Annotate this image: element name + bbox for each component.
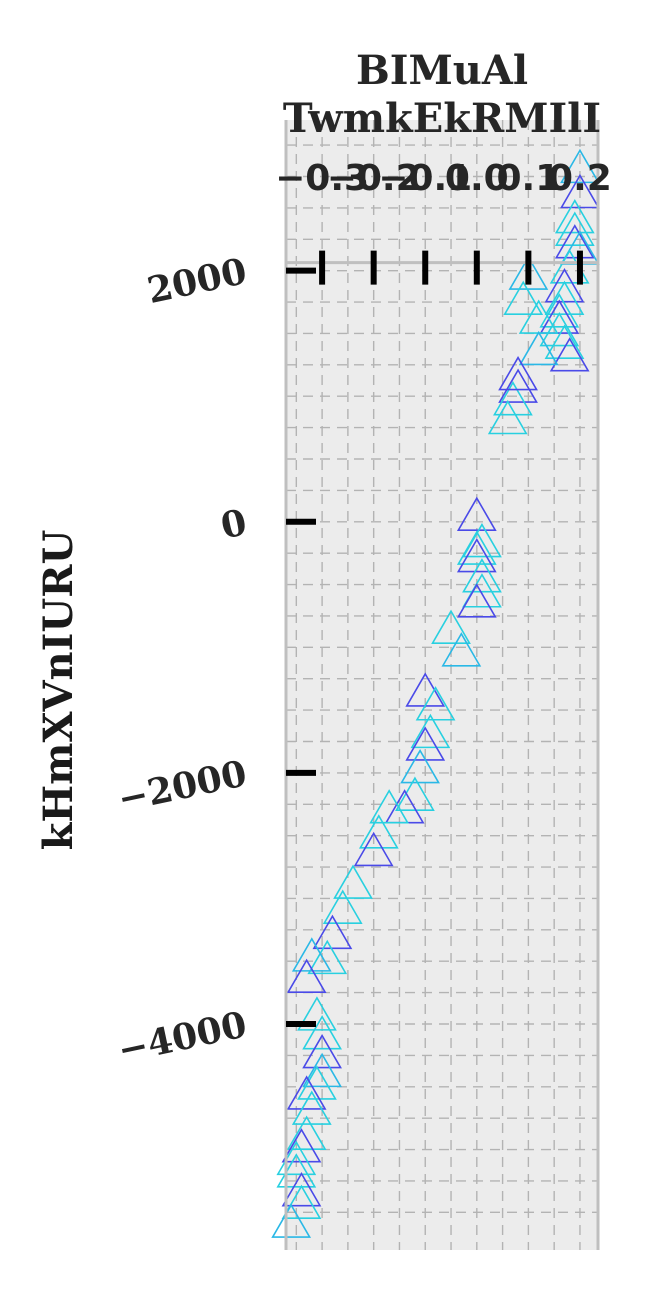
- data-point: [549, 337, 590, 372]
- data-point: [518, 330, 559, 366]
- data-point: [544, 280, 585, 316]
- data-point: [333, 864, 373, 899]
- data-point: [498, 368, 538, 403]
- data-point: [312, 914, 353, 950]
- data-point: [358, 814, 399, 849]
- y-tick-label: 0: [217, 501, 250, 547]
- data-point: [297, 1065, 337, 1100]
- chart-title-line-2: TwmkEkRMIlI: [283, 95, 601, 142]
- data-point: [456, 538, 497, 573]
- data-point: [493, 381, 533, 416]
- data-point: [462, 558, 502, 593]
- data-point: [307, 939, 348, 975]
- x-tick-label: 0.0: [445, 158, 509, 199]
- data-point: [286, 1115, 327, 1150]
- x-tick-label: 0.1: [496, 158, 560, 199]
- data-point: [544, 268, 585, 303]
- data-point: [456, 496, 497, 531]
- data-point: [286, 1075, 327, 1110]
- data-point: [302, 1052, 342, 1088]
- data-point: [302, 1033, 342, 1069]
- data-point: [560, 148, 600, 184]
- data-point: [291, 1090, 332, 1125]
- data-point: [302, 1015, 342, 1050]
- data-point: [369, 789, 410, 824]
- data-point: [508, 255, 549, 290]
- x-tick-label: −0.2: [327, 158, 421, 199]
- y-tick-label: −4000: [114, 1003, 250, 1071]
- data-point: [456, 530, 497, 565]
- data-point: [286, 958, 327, 994]
- data-point: [400, 748, 440, 784]
- data-point: [554, 224, 595, 259]
- data-point: [353, 831, 394, 867]
- data-point: [539, 293, 580, 328]
- data-point: [539, 299, 580, 334]
- data-point: [271, 1203, 312, 1238]
- data-point: [281, 1184, 322, 1220]
- data-point: [322, 889, 363, 924]
- data-point: [544, 324, 585, 359]
- data-point: [539, 312, 580, 347]
- data-point: [297, 996, 337, 1031]
- x-tick-label: −0.1: [378, 158, 472, 199]
- data-point: [554, 199, 595, 234]
- data-point: [281, 1128, 322, 1163]
- data-point: [395, 776, 435, 811]
- data-point: [291, 937, 332, 972]
- data-point: [441, 632, 482, 667]
- data-point: [487, 399, 528, 435]
- plot-background: [286, 120, 598, 1250]
- x-tick-label: 0.2: [548, 158, 612, 199]
- data-point: [431, 609, 471, 644]
- data-point: [415, 686, 456, 721]
- data-point: [410, 713, 451, 749]
- y-axis-label: kHmXVnIURU: [35, 530, 82, 851]
- chart-title-line-1: BIMuAl: [356, 47, 528, 94]
- data-point: [560, 173, 600, 209]
- data-point: [503, 280, 544, 316]
- data-point: [498, 355, 538, 391]
- data-point: [554, 211, 595, 246]
- data-point: [456, 583, 497, 618]
- y-tick-label: 2000: [144, 250, 251, 312]
- data-point: [281, 1172, 322, 1207]
- y-tick-label: −2000: [114, 752, 250, 820]
- x-tick-label: −0.3: [275, 158, 369, 199]
